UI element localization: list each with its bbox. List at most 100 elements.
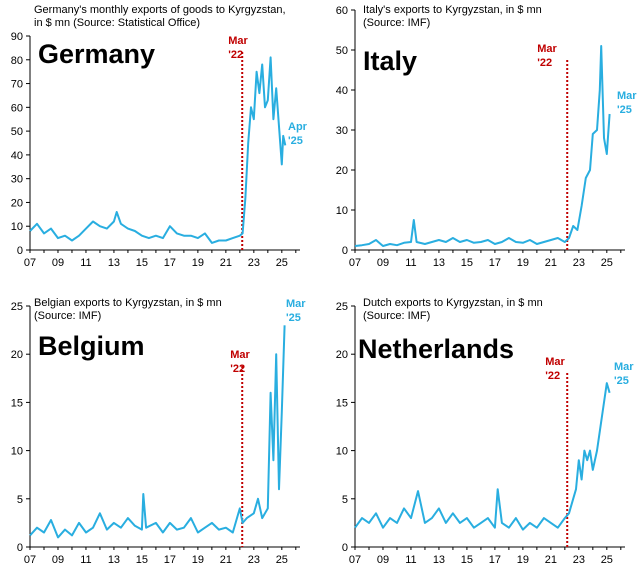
x-tick-label: 21 — [545, 257, 557, 269]
chart-subtitle: Dutch exports to Kyrgyzstan, in $ mn — [363, 297, 543, 309]
series-line-exports — [354, 382, 611, 531]
series-line-exports — [29, 56, 287, 244]
x-tick-label: 17 — [489, 554, 501, 566]
y-tick-label: 20 — [336, 349, 348, 361]
chart-panel-netherlands: 0 5 10 15 20 25 07 09 11 13 15 17 19 21 23 25 Dutch expo… — [336, 297, 635, 566]
y-tick-label: 30 — [11, 174, 23, 186]
x-tick-label: 09 — [377, 554, 389, 566]
x-tick-label: 07 — [349, 554, 361, 566]
y-tick-label: 40 — [11, 150, 23, 162]
x-tick-label: 13 — [108, 257, 120, 269]
x-tick-label: 25 — [601, 554, 613, 566]
chart-subtitle: Germany's monthly exports of goods to Ky… — [34, 4, 286, 16]
event-marker-label: '22 — [545, 370, 560, 382]
chart-panel-germany: 0 10 20 30 40 50 60 70 80 90 07 09 11 13 15 17 19 21 23 25 G… — [11, 4, 308, 269]
x-tick-label: 21 — [220, 554, 232, 566]
x-tick-label: 19 — [192, 257, 204, 269]
x-tick-label: 11 — [405, 554, 416, 566]
chart-subtitle: (Source: IMF) — [363, 310, 430, 322]
x-tick-label: 17 — [164, 554, 176, 566]
chart-title: Germany — [38, 39, 155, 69]
chart-subtitle: (Source: IMF) — [34, 310, 101, 322]
x-tick-label: 23 — [573, 554, 585, 566]
x-tick-label: 13 — [433, 554, 445, 566]
y-tick-label: 30 — [336, 125, 348, 137]
chart-panel-belgium: 0 5 10 15 20 25 07 09 11 13 15 17 19 21 23 25 Belgian ex… — [11, 297, 307, 566]
y-tick-label: 60 — [11, 102, 23, 114]
y-tick-label: 15 — [336, 397, 348, 409]
x-tick-label: 09 — [52, 257, 64, 269]
y-tick-label: 20 — [336, 165, 348, 177]
x-tick-label: 23 — [573, 257, 585, 269]
end-date-label: '25 — [617, 104, 632, 116]
x-tick-label: 19 — [517, 554, 529, 566]
end-date-label: Mar — [617, 90, 637, 102]
x-tick-label: 25 — [276, 554, 288, 566]
x-tick-label: 15 — [136, 257, 148, 269]
x-tick-label: 25 — [601, 257, 613, 269]
y-tick-label: 5 — [342, 494, 348, 506]
y-tick-label: 25 — [11, 301, 23, 313]
chart-subtitle: Italy's exports to Kyrgyzstan, in $ mn — [363, 4, 542, 16]
y-tick-label: 10 — [336, 205, 348, 217]
x-tick-label: 15 — [461, 257, 473, 269]
y-tick-label: 10 — [336, 446, 348, 458]
x-tick-label: 07 — [349, 257, 361, 269]
chart-title: Netherlands — [358, 334, 514, 364]
end-date-label: '25 — [286, 312, 301, 324]
y-tick-label: 10 — [11, 221, 23, 233]
end-date-label: Apr — [288, 121, 308, 133]
chart-panel-italy: 0 10 20 30 40 50 60 07 09 11 13 15 17 19 21 23 25 Italy's… — [336, 4, 638, 269]
y-tick-label: 90 — [11, 31, 23, 43]
series-line-exports — [354, 45, 611, 247]
event-marker-label: Mar — [230, 349, 250, 361]
x-tick-label: 09 — [52, 554, 64, 566]
chart-subtitle: (Source: IMF) — [363, 17, 430, 29]
chart-subtitle: Belgian exports to Kyrgyzstan, in $ mn — [34, 297, 222, 309]
series-line-exports — [29, 325, 286, 539]
end-date-label: Mar — [286, 298, 306, 310]
end-date-label: '25 — [614, 375, 629, 387]
x-tick-label: 15 — [461, 554, 473, 566]
event-marker-label: Mar — [537, 43, 557, 55]
end-date-label: Mar — [614, 361, 634, 373]
y-tick-label: 50 — [336, 45, 348, 57]
y-tick-label: 0 — [17, 542, 23, 554]
event-marker-label: '22 — [228, 49, 243, 61]
event-marker-label: Mar — [545, 356, 565, 368]
y-tick-label: 25 — [336, 301, 348, 313]
event-marker-label: '22 — [230, 363, 245, 375]
x-tick-label: 21 — [220, 257, 232, 269]
x-tick-label: 09 — [377, 257, 389, 269]
x-tick-label: 21 — [545, 554, 557, 566]
x-tick-label: 07 — [24, 257, 36, 269]
chart-subtitle: in $ mn (Source: Statistical Office) — [34, 17, 200, 29]
end-date-label: '25 — [288, 135, 303, 147]
x-tick-label: 13 — [433, 257, 445, 269]
x-tick-label: 23 — [248, 257, 260, 269]
y-tick-label: 70 — [11, 79, 23, 91]
x-tick-label: 13 — [108, 554, 120, 566]
y-tick-label: 80 — [11, 55, 23, 67]
chart-title: Italy — [363, 46, 417, 76]
y-tick-label: 40 — [336, 85, 348, 97]
y-tick-label: 20 — [11, 197, 23, 209]
x-tick-label: 23 — [248, 554, 260, 566]
y-tick-label: 15 — [11, 397, 23, 409]
x-tick-label: 15 — [136, 554, 148, 566]
x-tick-label: 17 — [164, 257, 176, 269]
x-tick-label: 19 — [517, 257, 529, 269]
event-marker-label: Mar — [228, 35, 248, 47]
y-tick-label: 5 — [17, 494, 23, 506]
y-tick-label: 0 — [17, 245, 23, 257]
x-tick-label: 11 — [405, 257, 416, 269]
y-tick-label: 50 — [11, 126, 23, 138]
event-marker-label: '22 — [537, 57, 552, 69]
y-tick-label: 10 — [11, 446, 23, 458]
x-tick-label: 11 — [80, 554, 91, 566]
y-tick-label: 20 — [11, 349, 23, 361]
x-tick-label: 07 — [24, 554, 36, 566]
x-tick-label: 11 — [80, 257, 91, 269]
y-tick-label: 0 — [342, 542, 348, 554]
